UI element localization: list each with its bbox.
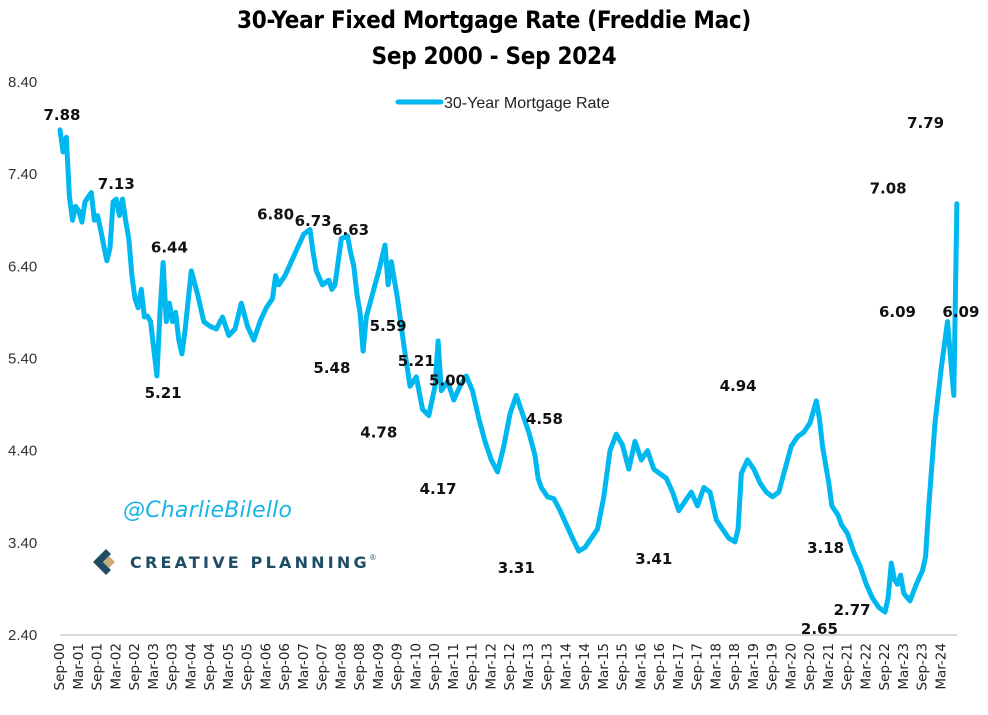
x-tick-label: Mar-15 [596, 643, 612, 690]
x-tick-label: Sep-14 [577, 643, 593, 691]
registered-mark: ® [369, 552, 376, 562]
data-label: 7.88 [43, 106, 80, 124]
chart-title: 30-Year Fixed Mortgage Rate (Freddie Mac… [237, 6, 751, 34]
x-tick-label: Sep-05 [240, 643, 256, 691]
data-label: 3.18 [807, 539, 844, 557]
x-tick-label: Sep-19 [765, 643, 781, 691]
data-label: 6.63 [332, 221, 369, 239]
data-label: 2.65 [801, 620, 838, 638]
x-tick-label: Mar-24 [933, 643, 949, 690]
x-tick-label: Sep-20 [802, 643, 818, 691]
x-tick-label: Mar-13 [521, 643, 537, 690]
data-label: 4.17 [420, 480, 457, 498]
x-tick-label: Mar-21 [821, 643, 837, 690]
x-axis-ticks: Sep-00 Mar-01 Sep-01 Mar-02 Sep-02 Mar-03 Sep-… [52, 643, 949, 691]
x-tick-label: Sep-11 [465, 643, 481, 691]
data-label: 3.41 [635, 550, 672, 568]
data-label: 6.80 [257, 206, 294, 224]
data-label: 5.21 [398, 352, 435, 370]
x-tick-label: Sep-10 [427, 643, 443, 691]
x-tick-label: Sep-06 [277, 643, 293, 691]
x-tick-label: Sep-04 [202, 643, 218, 691]
x-tick-label: Mar-16 [633, 643, 649, 690]
x-tick-label: Mar-04 [183, 643, 199, 690]
data-label: 6.09 [879, 303, 916, 321]
y-tick-label: 2.40 [8, 627, 37, 644]
x-tick-label: Mar-03 [146, 643, 162, 690]
x-tick-label: Mar-02 [108, 643, 124, 690]
y-tick-label: 6.40 [8, 258, 37, 275]
data-label: 4.58 [526, 410, 563, 428]
y-axis: 8.40 7.40 6.40 5.40 4.40 3.40 2.40 [8, 74, 37, 644]
x-tick-label: Mar-23 [896, 643, 912, 690]
x-tick-label: Sep-17 [690, 643, 706, 691]
x-tick-label: Mar-07 [296, 643, 312, 690]
x-tick-label: Mar-10 [408, 643, 424, 690]
x-tick-label: Sep-18 [727, 643, 743, 691]
x-tick-label: Sep-09 [390, 643, 406, 691]
data-label: 6.09 [942, 303, 979, 321]
x-tick-label: Sep-13 [540, 643, 556, 691]
data-label: 4.78 [360, 424, 397, 442]
data-label: 7.13 [98, 175, 135, 193]
x-tick-label: Sep-16 [652, 643, 668, 691]
x-tick-label: Sep-03 [165, 643, 181, 691]
x-tick-label: Sep-12 [502, 643, 518, 691]
x-tick-label: Sep-15 [615, 643, 631, 691]
data-label: 6.73 [295, 212, 332, 230]
data-label: 6.44 [151, 239, 188, 257]
series-line-30-year-mortgage-rate [57, 127, 960, 615]
x-tick-label: Mar-19 [746, 643, 762, 690]
legend-label: 30-Year Mortgage Rate [444, 95, 610, 112]
data-label: 3.31 [498, 559, 535, 577]
x-tick-label: Sep-07 [315, 643, 331, 691]
data-label: 5.48 [313, 359, 350, 377]
x-tick-label: Mar-17 [671, 643, 687, 690]
legend: 30-Year Mortgage Rate [395, 95, 610, 112]
x-tick-label: Mar-01 [71, 643, 87, 690]
data-label: 7.79 [907, 114, 944, 132]
data-label: 7.08 [870, 180, 907, 198]
x-tick-label: Mar-12 [483, 643, 499, 690]
x-tick-label: Mar-06 [258, 643, 274, 690]
data-label: 5.21 [145, 384, 182, 402]
x-tick-label: Sep-00 [52, 643, 68, 691]
x-tick-label: Mar-08 [333, 643, 349, 690]
y-tick-label: 8.40 [8, 74, 37, 91]
x-tick-label: Sep-22 [877, 643, 893, 691]
x-tick-label: Mar-22 [858, 643, 874, 690]
y-tick-label: 5.40 [8, 351, 37, 368]
y-tick-label: 7.40 [8, 166, 37, 183]
creative-planning-logo-icon [93, 549, 115, 575]
x-tick-label: Sep-21 [840, 643, 856, 691]
brand-name: CREATIVE PLANNING [130, 552, 370, 572]
x-tick-label: Mar-11 [446, 643, 462, 690]
data-label: 5.00 [429, 371, 466, 389]
x-tick-label: Sep-08 [352, 643, 368, 691]
data-label: 5.59 [370, 317, 407, 335]
x-tick-label: Sep-02 [127, 643, 143, 691]
x-tick-label: Mar-14 [558, 643, 574, 690]
chart-subtitle: Sep 2000 - Sep 2024 [371, 42, 617, 70]
author-handle: @CharlieBilello [123, 498, 293, 523]
x-tick-label: Mar-20 [783, 643, 799, 690]
x-tick-label: Mar-18 [708, 643, 724, 690]
data-labels: 7.88 7.13 6.44 5.21 6.80 6.73 5.48 6.63 5.59 4.78… [43, 106, 979, 638]
x-tick-label: Mar-09 [371, 643, 387, 690]
x-tick-label: Sep-23 [915, 643, 931, 691]
y-tick-label: 3.40 [8, 535, 37, 552]
y-tick-label: 4.40 [8, 443, 37, 460]
x-tick-label: Mar-05 [221, 643, 237, 690]
x-tick-label: Sep-01 [90, 643, 106, 691]
data-label: 2.77 [834, 601, 871, 619]
data-label: 4.94 [720, 377, 757, 395]
brand-logo: CREATIVE PLANNING ® [92, 548, 376, 576]
